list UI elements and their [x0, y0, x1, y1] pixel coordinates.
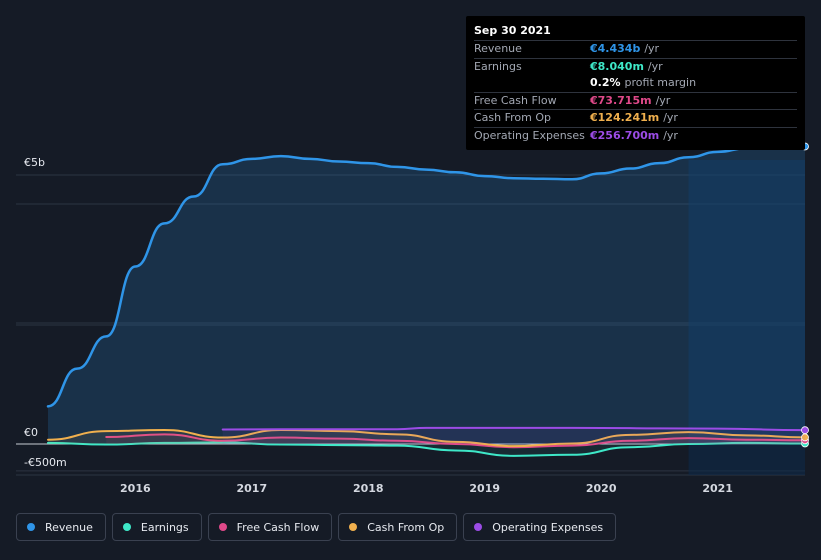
y-tick-label: €5b: [24, 156, 45, 169]
legend-label: Operating Expenses: [492, 520, 604, 534]
tooltip-date: Sep 30 2021: [474, 24, 551, 37]
forecast-shade: [688, 160, 805, 475]
tooltip-value: €256.700m: [590, 128, 660, 142]
tooltip-row-opex: Operating Expenses €256.700m /yr: [474, 126, 797, 145]
revenue-area: [48, 146, 805, 444]
tooltip-value: €124.241m: [590, 111, 660, 124]
legend-label: Earnings: [140, 520, 189, 534]
tooltip-value: €8.040m: [590, 59, 644, 73]
operating-expenses-line: [221, 426, 806, 432]
x-tick-label: 2021: [702, 482, 733, 495]
tooltip-unit: /yr: [644, 42, 660, 55]
x-tick-label: 2016: [120, 482, 151, 495]
tooltip-row-margin: 0.2% profit margin: [474, 75, 797, 92]
free-cash-flow-line: [105, 433, 806, 449]
chart-canvas: €5b €0 -€500m 2016 2017 2018 2019 2020 2021: [16, 142, 809, 495]
revenue-dot-icon: [27, 523, 35, 531]
tooltip-value: 0.2%: [590, 76, 621, 89]
tooltip-unit: /yr: [647, 59, 663, 73]
tooltip-value: €4.434b: [590, 42, 641, 55]
tooltip-panel: Sep 30 2021 Revenue €4.434b /yr Earnings…: [466, 16, 805, 150]
cash-from-op-dot-icon: [349, 523, 358, 531]
operating-expenses-dot-icon: [474, 523, 483, 531]
earnings-line: [47, 441, 806, 457]
earnings-dot-icon: [122, 523, 131, 531]
series-layer: [46, 142, 809, 457]
x-tick-label: 2017: [236, 482, 267, 495]
legend-label: Revenue: [45, 520, 93, 534]
legend-item-operating-expenses[interactable]: Operating Expenses: [463, 513, 617, 541]
y-tick-label: -€500m: [24, 456, 67, 469]
legend-item-cash-from-op[interactable]: Cash From Op: [338, 513, 458, 541]
tooltip-row-cfo: Cash From Op €124.241m /yr: [474, 109, 797, 127]
legend-label: Free Cash Flow: [236, 520, 320, 534]
tooltip-unit: profit margin: [624, 76, 697, 89]
tooltip-unit: /yr: [655, 93, 671, 107]
tooltip-label: Cash From Op: [474, 111, 552, 124]
x-tick-label: 2019: [469, 482, 500, 495]
legend: Revenue Earnings Free Cash Flow Cash Fro…: [16, 513, 617, 543]
tooltip-row-revenue: Revenue €4.434b /yr: [474, 40, 797, 58]
free-cash-flow-dot-icon: [218, 523, 227, 531]
tooltip-value: €73.715m: [590, 93, 652, 107]
tooltip-label: Free Cash Flow: [474, 93, 557, 107]
tooltip-label: Revenue: [474, 42, 522, 55]
x-tick-label: 2018: [353, 482, 384, 495]
legend-label: Cash From Op: [367, 520, 445, 534]
x-tick-label: 2020: [586, 482, 617, 495]
legend-item-revenue[interactable]: Revenue: [16, 513, 106, 541]
y-tick-label: €0: [24, 426, 38, 439]
tooltip-label: Earnings: [474, 59, 522, 73]
tooltip-unit: /yr: [663, 128, 678, 142]
tooltip-label: [474, 75, 590, 92]
tooltip-label: Operating Expenses: [474, 128, 585, 142]
legend-item-free-cash-flow[interactable]: Free Cash Flow: [207, 513, 333, 541]
tick-labels: €5b €0 -€500m 2016 2017 2018 2019 2020 2021: [24, 156, 733, 495]
tooltip-row-fcf: Free Cash Flow €73.715m /yr: [474, 91, 797, 110]
tooltip-row-earnings: Earnings €8.040m /yr: [474, 57, 797, 76]
forecast-shade-rect: [688, 160, 805, 475]
tooltip-unit: /yr: [663, 111, 678, 124]
legend-item-earnings[interactable]: Earnings: [111, 513, 202, 541]
cash-from-op-line: [47, 429, 806, 448]
revenue-line: [46, 145, 807, 408]
earnings-area: [48, 442, 805, 456]
operating-expenses-area: [222, 427, 805, 444]
operating-expenses-end-point: [801, 426, 809, 435]
